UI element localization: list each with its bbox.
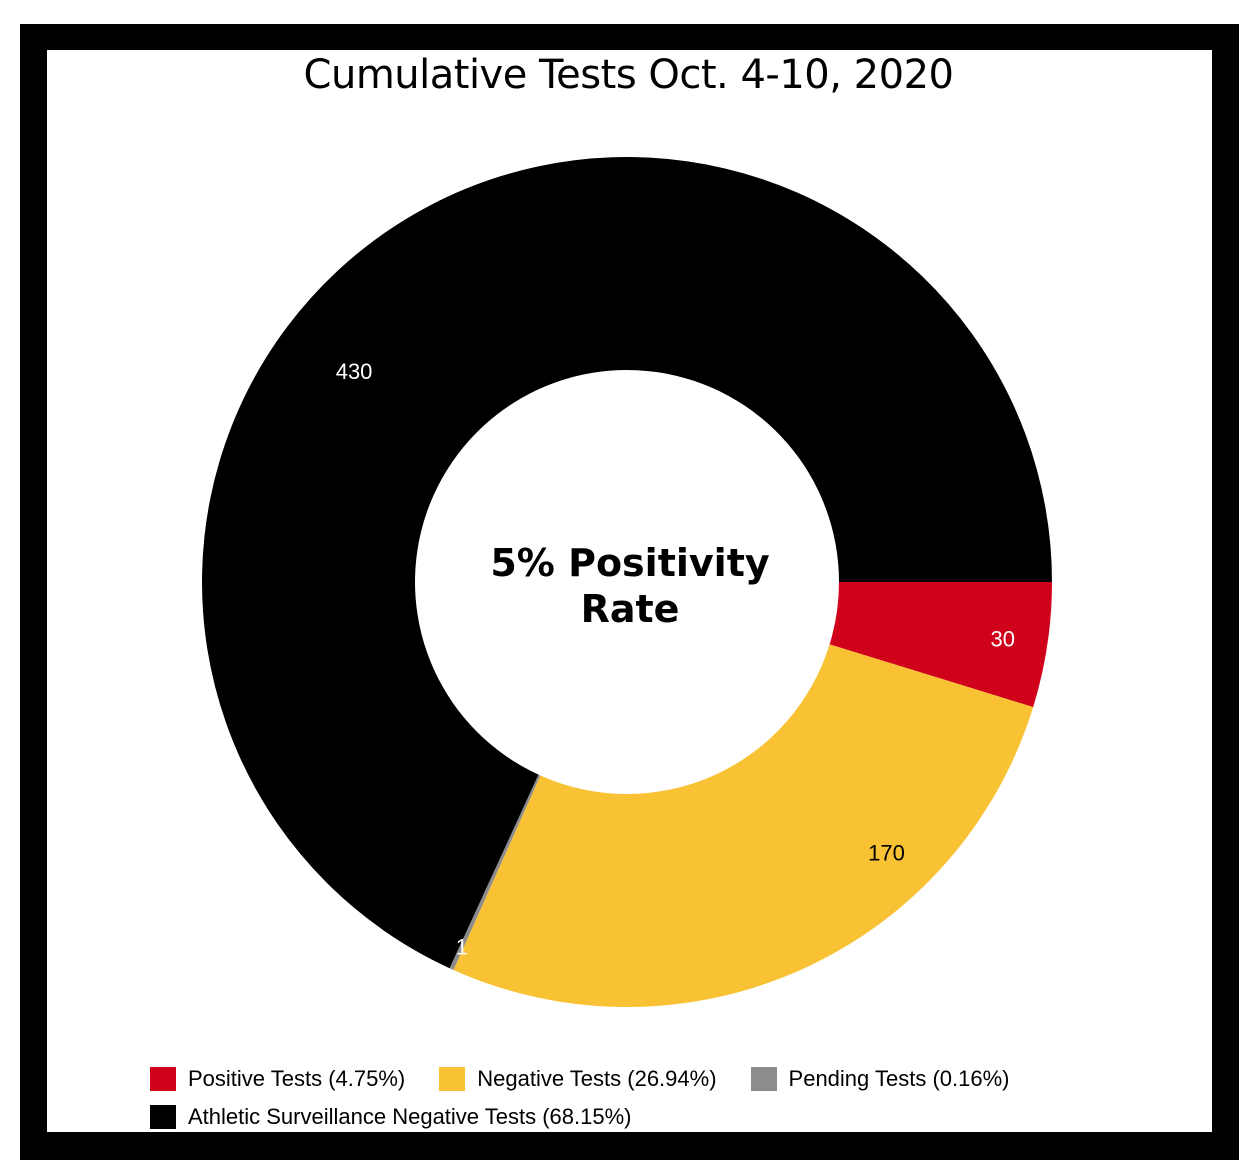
legend-swatch-athletic [150, 1105, 176, 1129]
legend-label-athletic: Athletic Surveillance Negative Tests (68… [188, 1104, 632, 1129]
legend-item-pending: Pending Tests (0.16%) [750, 1066, 1010, 1092]
slice-label-athletic: 430 [336, 359, 373, 384]
legend-item-athletic: Athletic Surveillance Negative Tests (68… [150, 1104, 631, 1130]
slice-label-pending: 1 [456, 934, 468, 959]
center-label: 5% Positivity Rate [430, 540, 830, 632]
legend-label-negative: Negative Tests (26.94%) [477, 1066, 717, 1091]
legend-row-1: Positive Tests (4.75%) Negative Tests (2… [150, 1060, 1170, 1098]
chart-title: Cumulative Tests Oct. 4-10, 2020 [303, 52, 954, 98]
slice-label-positive: 30 [991, 627, 1015, 652]
legend-swatch-positive [150, 1067, 176, 1091]
legend-swatch-negative [439, 1067, 466, 1091]
slice-athletic [202, 157, 1052, 969]
center-label-line2: Rate [580, 587, 680, 631]
legend-label-positive: Positive Tests (4.75%) [188, 1066, 406, 1091]
legend-label-pending: Pending Tests (0.16%) [788, 1066, 1010, 1091]
legend: Positive Tests (4.75%) Negative Tests (2… [150, 1060, 1170, 1136]
slice-positive [829, 582, 1052, 708]
legend-swatch-pending [750, 1067, 777, 1091]
legend-item-positive: Positive Tests (4.75%) [150, 1066, 405, 1092]
legend-row-2: Athletic Surveillance Negative Tests (68… [150, 1098, 1170, 1136]
legend-item-negative: Negative Tests (26.94%) [439, 1066, 717, 1092]
center-label-line1: 5% Positivity [490, 541, 770, 585]
slice-negative [453, 644, 1034, 1007]
slice-pending [449, 774, 541, 970]
slice-label-negative: 170 [868, 841, 905, 866]
